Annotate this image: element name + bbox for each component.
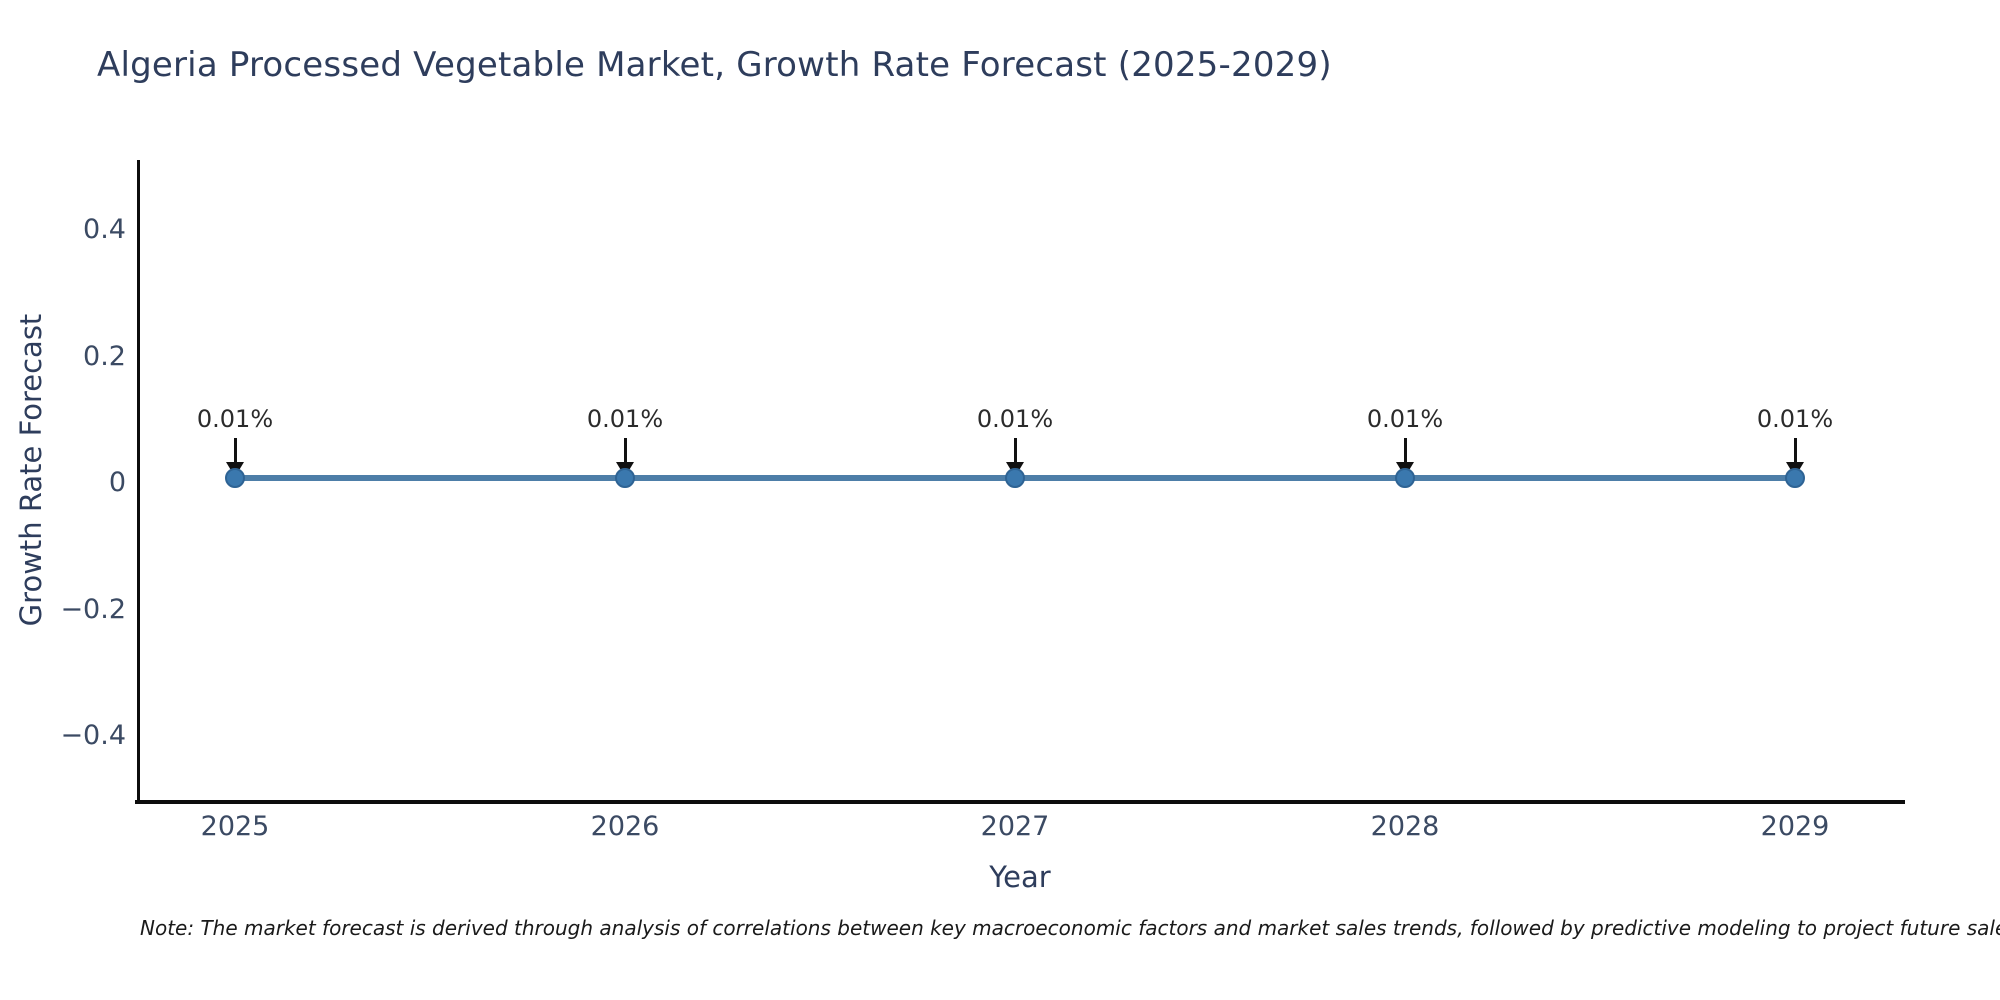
y-axis-line bbox=[137, 160, 140, 804]
data-point-value-label: 0.01% bbox=[1756, 405, 1834, 433]
x-tick-label: 2027 bbox=[980, 811, 1050, 842]
x-axis-line bbox=[135, 800, 1905, 804]
x-tick-label: 2029 bbox=[1760, 811, 1830, 842]
annotation-arrow bbox=[623, 438, 627, 464]
x-tick-label: 2025 bbox=[200, 811, 270, 842]
annotation-arrow bbox=[233, 438, 237, 464]
annotation-arrow bbox=[1403, 438, 1407, 464]
data-point-value-label: 0.01% bbox=[1366, 405, 1444, 433]
x-tick-label: 2028 bbox=[1370, 811, 1440, 842]
methodology-note: Note: The market forecast is derived thr… bbox=[140, 916, 2000, 940]
data-point-marker bbox=[1395, 468, 1415, 488]
annotation-arrow bbox=[1793, 438, 1797, 464]
data-point-value-label: 0.01% bbox=[976, 405, 1054, 433]
y-tick-label: −0.4 bbox=[60, 720, 126, 751]
y-tick-label: −0.2 bbox=[60, 594, 126, 625]
data-point-marker bbox=[1785, 468, 1805, 488]
chart-title: Algeria Processed Vegetable Market, Grow… bbox=[97, 45, 1332, 85]
data-point-marker bbox=[225, 468, 245, 488]
y-tick-label: 0.4 bbox=[83, 214, 126, 245]
x-tick-label: 2026 bbox=[590, 811, 660, 842]
data-point-value-label: 0.01% bbox=[586, 405, 664, 433]
data-point-marker bbox=[1005, 468, 1025, 488]
y-axis-title: Growth Rate Forecast bbox=[14, 313, 48, 627]
annotation-arrow bbox=[1013, 438, 1017, 464]
data-point-value-label: 0.01% bbox=[196, 405, 274, 433]
y-tick-label: 0.2 bbox=[83, 341, 126, 372]
y-tick-label: 0 bbox=[108, 467, 126, 498]
x-axis-title: Year bbox=[989, 860, 1051, 894]
data-point-marker bbox=[615, 468, 635, 488]
